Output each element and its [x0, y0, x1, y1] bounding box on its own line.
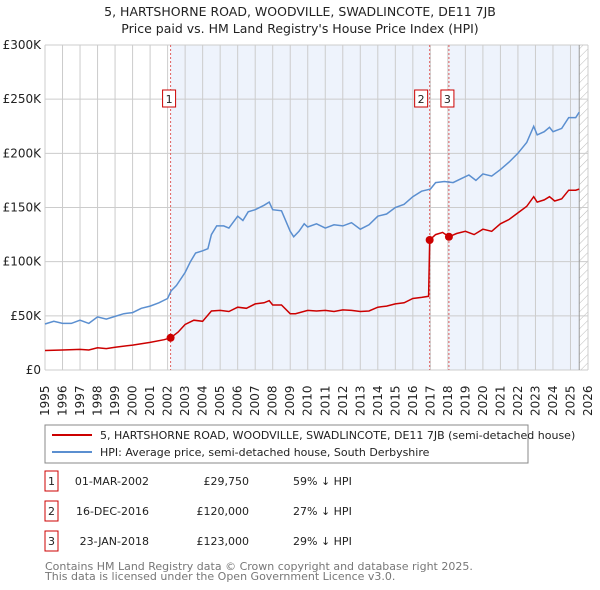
y-tick-label: £50K	[10, 309, 42, 323]
y-tick-label: £250K	[3, 92, 43, 106]
x-tick-label: 2000	[126, 385, 140, 416]
sale-marker-box-1	[162, 89, 177, 108]
x-tick-label: 2018	[441, 385, 455, 416]
x-tick-label: 1998	[91, 385, 105, 416]
table-row-marker-3	[44, 530, 59, 552]
sales-table: 1 01-MAR-2002 £29,750 59% ↓ HPI 2 16-DEC-2016…	[44, 470, 352, 552]
sale-marker-box-2	[414, 89, 429, 108]
table-row-id: 1	[48, 475, 55, 488]
x-tick-label: 2017	[423, 385, 437, 416]
x-tick-label: 2015	[388, 385, 402, 416]
table-row-date: 16-DEC-2016	[76, 505, 149, 518]
y-tick-label: £0	[26, 363, 41, 377]
x-tick-label: 2005	[213, 385, 227, 416]
x-tick-label: 2019	[458, 385, 472, 416]
x-tick-label: 2001	[143, 385, 157, 416]
sale-marker-label-1: 1	[166, 93, 173, 106]
price-paid-line	[44, 188, 580, 352]
x-tick-label: 2020	[476, 385, 490, 416]
x-tick-label: 1997	[73, 385, 87, 416]
hpi-line	[44, 111, 580, 325]
x-tick-label: 2004	[196, 385, 210, 416]
x-tick-label: 2008	[266, 385, 280, 416]
table-row-hpi: 27% ↓ HPI	[293, 505, 352, 518]
legend-label-price-paid: 5, HARTSHORNE ROAD, WOODVILLE, SWADLINCO…	[100, 429, 575, 442]
sale-point-3	[444, 232, 453, 241]
table-row-id: 2	[48, 505, 55, 518]
legend: 5, HARTSHORNE ROAD, WOODVILLE, SWADLINCO…	[44, 424, 575, 464]
x-tick-label: 2021	[493, 385, 507, 416]
sale-point-1	[166, 333, 175, 342]
table-row-hpi: 29% ↓ HPI	[293, 535, 352, 548]
x-tick-label: 2022	[511, 385, 525, 416]
table-row-marker-1	[44, 470, 59, 492]
sale-marker-box-3	[440, 89, 455, 108]
table-row-hpi: 59% ↓ HPI	[293, 475, 352, 488]
x-tick-label: 2025	[563, 385, 577, 416]
table-row-price: £29,750	[204, 475, 250, 488]
sale-marker-label-3: 3	[444, 93, 451, 106]
x-tick-label: 1999	[108, 385, 122, 416]
table-row-price: £123,000	[197, 535, 250, 548]
table-row-date: 23-JAN-2018	[80, 535, 149, 548]
chart-title: 5, HARTSHORNE ROAD, WOODVILLE, SWADLINCO…	[104, 4, 496, 19]
x-tick-label: 2009	[283, 385, 297, 416]
footer-copyright: Contains HM Land Registry data © Crown c…	[45, 560, 473, 573]
legend-label-hpi: HPI: Average price, semi-detached house,…	[100, 446, 430, 459]
footer-licence: This data is licensed under the Open Gov…	[44, 570, 395, 583]
sale-point-2	[425, 236, 434, 244]
x-tick-label: 2016	[406, 385, 420, 416]
x-tick-label: 2002	[161, 385, 175, 416]
x-tick-label: 2012	[336, 385, 350, 416]
x-tick-label: 2014	[371, 385, 385, 416]
y-tick-label: £300K	[3, 38, 43, 52]
x-tick-label: 2026	[581, 385, 595, 416]
sale-marker-label-2: 2	[418, 93, 425, 106]
x-tick-label: 2013	[353, 385, 367, 416]
x-tick-label: 2007	[248, 385, 262, 416]
y-tick-label: £100K	[3, 255, 43, 269]
table-row-price: £120,000	[197, 505, 250, 518]
x-tick-label: 2003	[178, 385, 192, 416]
x-tick-label: 2006	[231, 385, 245, 416]
x-tick-label: 1995	[38, 385, 52, 416]
x-tick-label: 1996	[56, 385, 70, 416]
table-row-date: 01-MAR-2002	[75, 475, 149, 488]
chart-subtitle: Price paid vs. HM Land Registry's House …	[121, 21, 478, 36]
x-tick-label: 2023	[528, 385, 542, 416]
table-row-marker-2	[44, 500, 59, 522]
table-row-id: 3	[48, 535, 55, 548]
y-tick-label: £150K	[3, 201, 43, 215]
x-tick-label: 2010	[301, 385, 315, 416]
y-tick-label: £200K	[3, 146, 43, 160]
x-tick-label: 2024	[546, 385, 560, 416]
x-tick-label: 2011	[318, 385, 332, 416]
